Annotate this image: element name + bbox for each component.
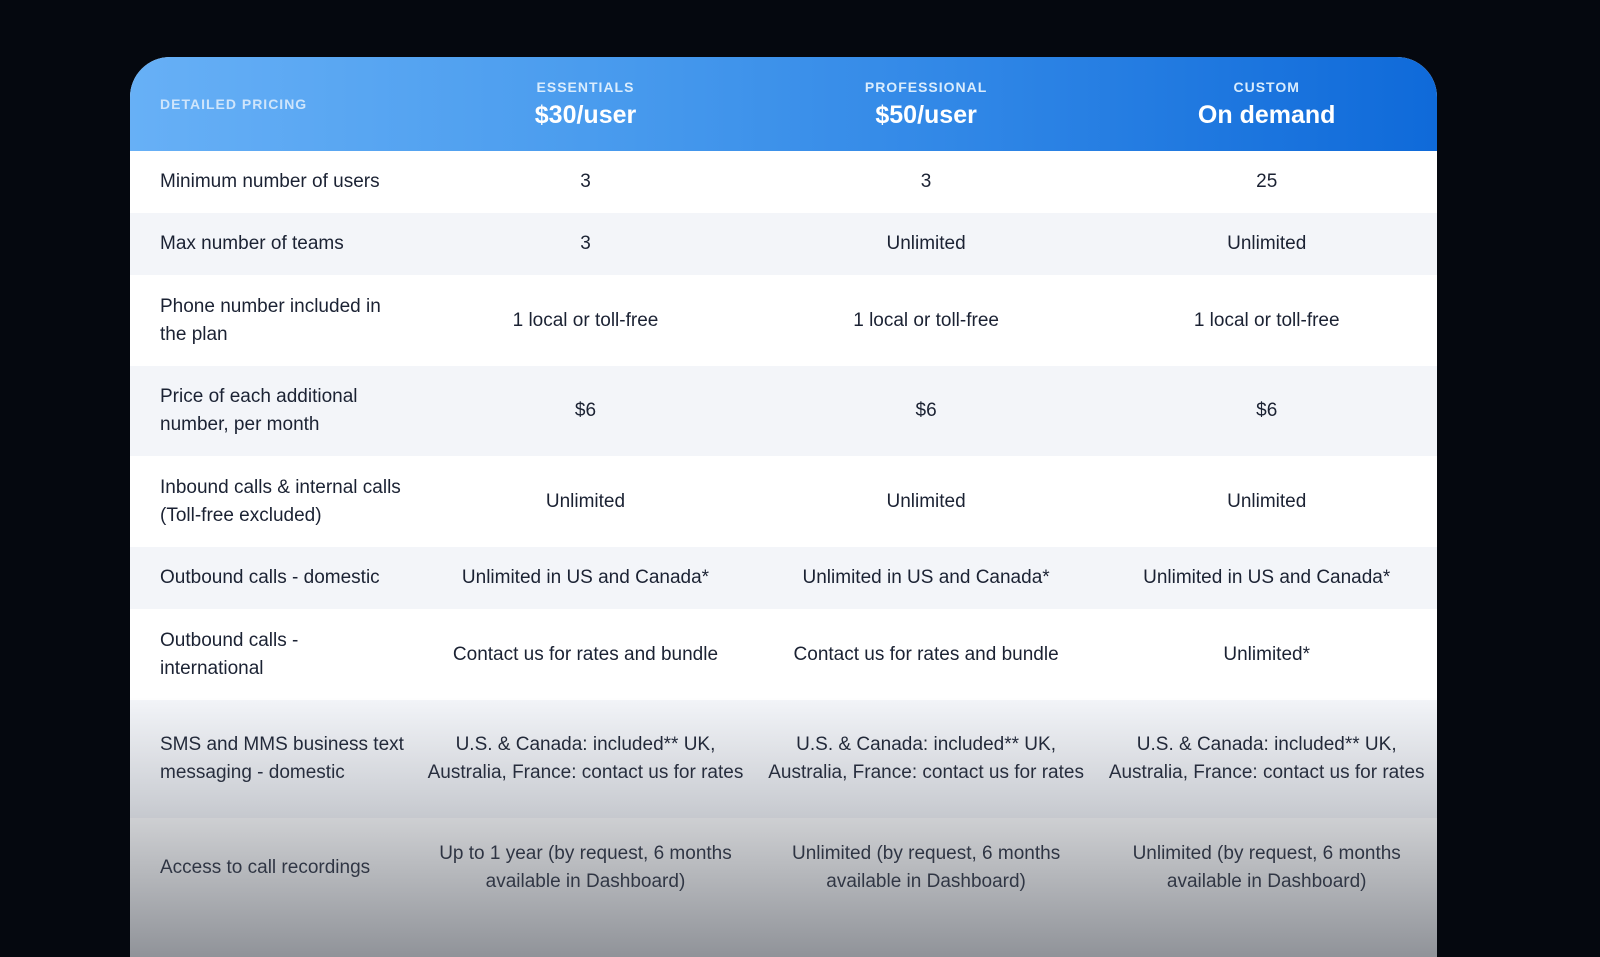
table-row: Max number of teams 3 Unlimited Unlimited: [130, 213, 1437, 275]
cell-value: Unlimited (by request, 6 months availabl…: [1132, 843, 1401, 892]
cell-value: U.S. & Canada: included** UK, Australia,…: [427, 734, 744, 783]
cell-value: U.S. & Canada: included** UK, Australia,…: [1108, 734, 1425, 783]
plan-professional: PROFESSIONAL $50/user: [756, 79, 1097, 130]
row-label: Outbound calls - domestic: [160, 567, 380, 588]
cell-value: 3: [580, 171, 591, 192]
row-label: Inbound calls & internal calls (Toll-fre…: [160, 476, 401, 526]
cell-value: Unlimited: [886, 233, 966, 254]
plan-name: ESSENTIALS: [536, 78, 635, 95]
table-row: Minimum number of users 3 3 25: [130, 151, 1437, 213]
cell-value: 25: [1256, 171, 1278, 192]
pricing-header: DETAILED PRICING ESSENTIALS $30/user PRO…: [130, 57, 1437, 151]
cell-value: Up to 1 year (by request, 6 months avail…: [439, 843, 732, 892]
table-row: SMS and MMS business text messaging - do…: [130, 700, 1437, 818]
cell-value: Unlimited in US and Canada*: [1143, 567, 1391, 588]
cell-value: Contact us for rates and bundle: [452, 643, 719, 665]
table-row: Inbound calls & internal calls (Toll-fre…: [130, 456, 1437, 547]
table-row: Outbound calls - international Contact us…: [130, 609, 1437, 700]
cell-value: 1 local or toll-free: [1193, 309, 1340, 331]
plan-name: PROFESSIONAL: [864, 78, 988, 95]
plan-price: On demand: [1197, 100, 1336, 129]
cell-value: Contact us for rates and bundle: [793, 643, 1059, 665]
table-row: Access to call recordings Up to 1 year (b…: [130, 818, 1437, 918]
row-label: SMS and MMS business text messaging - do…: [160, 734, 404, 783]
row-label: Phone number included in the plan: [160, 295, 381, 345]
plan-price: $30/user: [534, 100, 637, 129]
plan-essentials: ESSENTIALS $30/user: [415, 79, 756, 130]
table-row: Outbound calls - domestic Unlimited in US…: [130, 547, 1437, 609]
cell-value: Unlimited in US and Canada*: [802, 567, 1050, 588]
row-label: Price of each additional number, per mon…: [160, 386, 358, 435]
row-label: Access to call recordings: [160, 857, 371, 878]
cell-value: $6: [915, 400, 937, 421]
cell-value: Unlimited (by request, 6 months availabl…: [791, 843, 1061, 892]
cell-value: Unlimited in US and Canada*: [461, 567, 710, 588]
table-body: Minimum number of users 3 3 25 Max number of…: [130, 151, 1437, 918]
cell-value: Unlimited*: [1223, 643, 1310, 665]
cell-value: Unlimited: [886, 490, 966, 512]
cell-value: $6: [1256, 400, 1278, 421]
table-title: DETAILED PRICING: [160, 96, 308, 112]
row-label: Max number of teams: [160, 233, 344, 254]
plan-name: CUSTOM: [1233, 78, 1300, 95]
cell-value: Unlimited: [545, 490, 626, 512]
cell-value: 1 local or toll-free: [512, 309, 659, 331]
cell-value: $6: [574, 400, 597, 421]
table-row: Price of each additional number, per mon…: [130, 366, 1437, 456]
row-label: Outbound calls - international: [160, 629, 299, 679]
cell-value: 3: [580, 233, 591, 254]
cell-value: Unlimited: [1227, 233, 1307, 254]
cell-value: Unlimited: [1227, 490, 1307, 512]
row-label: Minimum number of users: [160, 171, 380, 192]
cell-value: U.S. & Canada: included** UK, Australia,…: [768, 734, 1084, 783]
table-row: Phone number included in the plan 1 local…: [130, 275, 1437, 366]
cell-value: 3: [920, 171, 932, 192]
plan-custom: CUSTOM On demand: [1096, 79, 1437, 130]
cell-value: 1 local or toll-free: [853, 309, 999, 331]
plan-price: $50/user: [875, 100, 977, 129]
pricing-table: DETAILED PRICING ESSENTIALS $30/user PRO…: [130, 57, 1437, 957]
